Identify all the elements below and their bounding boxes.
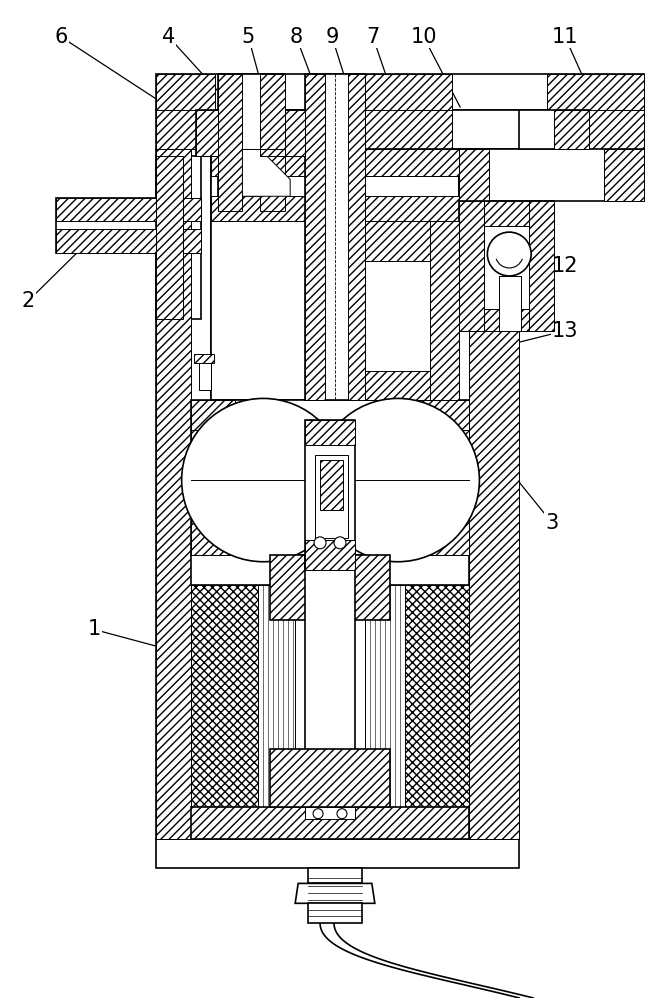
Bar: [352, 196, 460, 221]
Circle shape: [313, 809, 323, 819]
Circle shape: [182, 398, 345, 562]
Bar: [415, 430, 470, 555]
Bar: [218, 74, 243, 211]
Bar: [470, 149, 519, 839]
Bar: [429, 221, 460, 400]
Text: 2: 2: [21, 291, 35, 311]
Circle shape: [314, 537, 326, 549]
Bar: [305, 555, 355, 807]
Bar: [198, 359, 210, 390]
Bar: [210, 221, 318, 400]
Bar: [529, 201, 554, 331]
Bar: [460, 201, 484, 331]
Text: 8: 8: [289, 27, 303, 47]
Bar: [190, 430, 235, 555]
Bar: [352, 149, 460, 221]
Bar: [196, 110, 226, 156]
Bar: [155, 149, 210, 839]
Text: 7: 7: [366, 27, 379, 47]
Bar: [305, 540, 355, 570]
Text: 5: 5: [242, 27, 255, 47]
Circle shape: [487, 232, 531, 276]
Text: 1: 1: [87, 619, 100, 639]
Bar: [547, 74, 644, 110]
Bar: [155, 110, 644, 149]
Bar: [305, 420, 355, 445]
Polygon shape: [295, 883, 375, 903]
Bar: [210, 196, 318, 221]
Bar: [305, 74, 325, 400]
Bar: [358, 74, 452, 110]
Bar: [190, 807, 470, 839]
Bar: [155, 156, 200, 319]
Bar: [308, 903, 362, 923]
Bar: [460, 149, 489, 201]
Bar: [155, 149, 190, 839]
Polygon shape: [243, 149, 290, 196]
Bar: [547, 110, 644, 149]
Bar: [270, 749, 390, 807]
Bar: [365, 585, 405, 807]
Bar: [305, 420, 355, 570]
Bar: [155, 74, 216, 110]
Bar: [56, 229, 200, 253]
Bar: [320, 460, 343, 510]
Bar: [352, 149, 460, 176]
Bar: [278, 110, 325, 156]
Bar: [259, 585, 295, 807]
Bar: [155, 839, 519, 868]
Polygon shape: [261, 149, 285, 156]
Bar: [460, 309, 554, 331]
Bar: [155, 110, 216, 149]
Bar: [155, 74, 644, 110]
Bar: [460, 201, 554, 331]
Bar: [190, 400, 235, 430]
Bar: [460, 201, 554, 226]
Bar: [460, 149, 644, 201]
Bar: [190, 400, 470, 430]
Text: 11: 11: [552, 27, 578, 47]
Circle shape: [316, 398, 480, 562]
Bar: [352, 371, 460, 400]
Bar: [405, 585, 470, 807]
Text: 13: 13: [552, 321, 578, 341]
Bar: [56, 198, 200, 221]
Bar: [519, 110, 589, 149]
Bar: [315, 455, 348, 538]
Bar: [348, 74, 365, 400]
Bar: [308, 868, 362, 883]
Bar: [604, 149, 644, 201]
Bar: [194, 354, 214, 363]
Bar: [190, 555, 470, 585]
Bar: [352, 221, 460, 400]
Bar: [415, 400, 470, 430]
Bar: [499, 276, 521, 331]
Text: 3: 3: [545, 513, 559, 533]
Bar: [305, 807, 355, 819]
Text: 4: 4: [162, 27, 176, 47]
Bar: [190, 430, 470, 555]
Bar: [210, 149, 318, 176]
Text: 6: 6: [54, 27, 68, 47]
Bar: [155, 156, 183, 319]
Bar: [305, 74, 365, 400]
Bar: [270, 555, 390, 620]
Circle shape: [334, 537, 346, 549]
Bar: [56, 198, 200, 253]
Bar: [196, 110, 325, 156]
Bar: [352, 221, 460, 261]
Text: 9: 9: [326, 27, 339, 47]
Text: 10: 10: [411, 27, 437, 47]
Bar: [554, 110, 589, 149]
Bar: [358, 110, 452, 149]
Bar: [190, 585, 259, 807]
Bar: [261, 74, 285, 211]
Bar: [218, 74, 285, 211]
Bar: [210, 149, 318, 221]
Bar: [460, 149, 519, 839]
Text: 12: 12: [552, 256, 578, 276]
Circle shape: [337, 809, 347, 819]
